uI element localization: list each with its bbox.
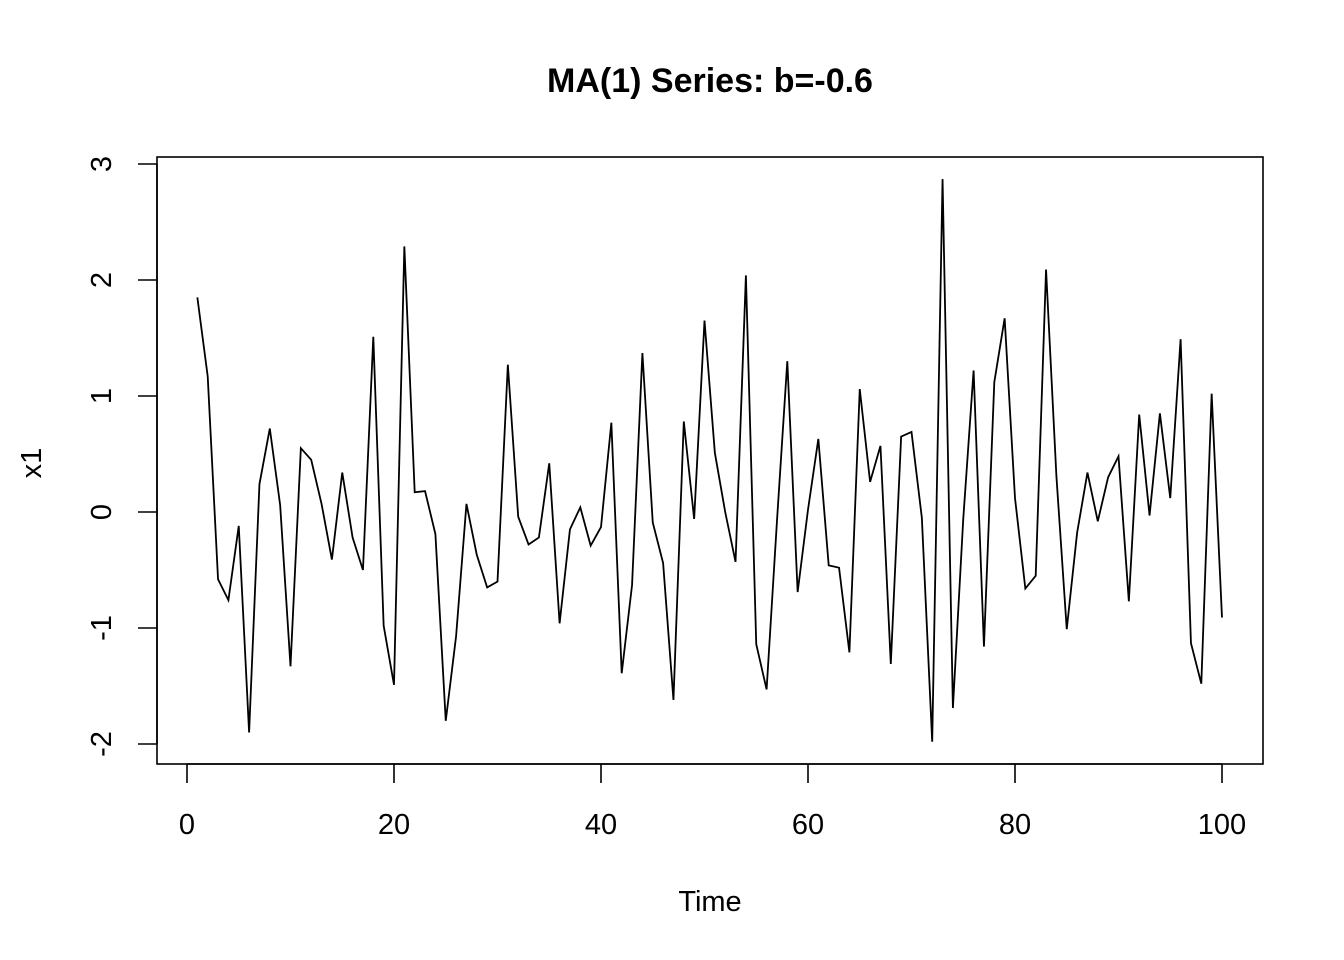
y-axis-label: x1 — [16, 448, 48, 479]
series-line — [196, 179, 1223, 742]
x-tick-label: 60 — [792, 809, 824, 841]
plot-frame — [156, 156, 1264, 765]
chart-title: MA(1) Series: b=-0.6 — [547, 62, 873, 100]
x-axis-label: Time — [678, 886, 741, 918]
y-tick-label: -2 — [86, 731, 118, 757]
y-tick-label: 1 — [86, 388, 118, 404]
y-tick-label: -1 — [86, 615, 118, 641]
y-tick-label: 2 — [86, 272, 118, 288]
x-axis: 0 20 40 60 80 100 — [179, 763, 1246, 841]
y-tick-label: 3 — [86, 156, 118, 172]
x-tick-label: 0 — [179, 809, 195, 841]
y-tick-label: 0 — [86, 504, 118, 520]
x-tick-label: 20 — [378, 809, 410, 841]
x-tick-label: 40 — [585, 809, 617, 841]
y-axis: -2 -1 0 1 2 3 — [86, 156, 158, 757]
x-tick-label: 100 — [1198, 809, 1246, 841]
x-tick-label: 80 — [999, 809, 1031, 841]
